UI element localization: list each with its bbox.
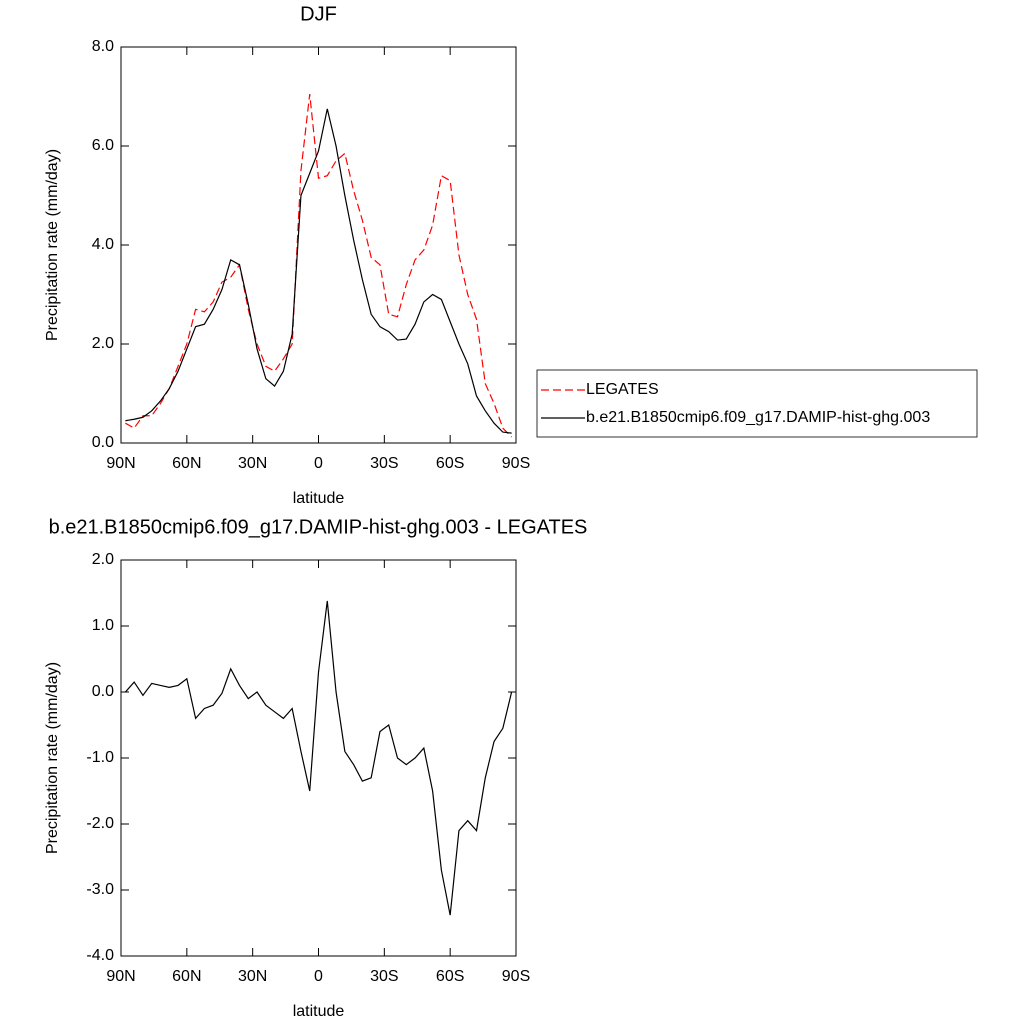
x-tick-label: 30N bbox=[238, 455, 267, 472]
x-tick-label: 90S bbox=[502, 968, 530, 985]
y-tick-label: -3.0 bbox=[86, 881, 114, 898]
y-tick-label: -4.0 bbox=[86, 947, 114, 964]
x-tick-label: 60S bbox=[436, 455, 464, 472]
legend-box bbox=[536, 369, 978, 438]
y-tick-label: 2.0 bbox=[92, 335, 114, 352]
x-tick-label: 30S bbox=[370, 455, 398, 472]
x-tick-label: 30N bbox=[238, 968, 267, 985]
data-line bbox=[125, 93, 513, 438]
y-tick-label: 0.0 bbox=[92, 434, 114, 451]
x-axis-label: latitude bbox=[293, 490, 345, 507]
data-line bbox=[124, 600, 513, 916]
x-tick-label: 60S bbox=[436, 968, 464, 985]
chart-title: b.e21.B1850cmip6.f09_g17.DAMIP-hist-ghg.… bbox=[49, 516, 588, 538]
data-line bbox=[125, 108, 512, 434]
legend-label: b.e21.B1850cmip6.f09_g17.DAMIP-hist-ghg.… bbox=[586, 409, 930, 426]
x-tick-label: 60N bbox=[172, 968, 201, 985]
x-tick-label: 90S bbox=[502, 455, 530, 472]
y-tick-label: 0.0 bbox=[92, 683, 114, 700]
y-tick-label: -1.0 bbox=[86, 749, 114, 766]
chart-title: DJF bbox=[300, 3, 337, 25]
y-tick-label: 8.0 bbox=[92, 38, 114, 55]
plot-frame bbox=[120, 559, 517, 957]
x-tick-label: 0 bbox=[314, 455, 323, 472]
legend-label: LEGATES bbox=[586, 381, 659, 398]
y-tick-label: -2.0 bbox=[86, 815, 114, 832]
y-tick-label: 6.0 bbox=[92, 137, 114, 154]
y-tick-label: 2.0 bbox=[92, 551, 114, 568]
x-tick-label: 0 bbox=[314, 968, 323, 985]
y-tick-label: 4.0 bbox=[92, 236, 114, 253]
x-tick-label: 90N bbox=[106, 455, 135, 472]
x-tick-label: 30S bbox=[370, 968, 398, 985]
x-tick-label: 60N bbox=[172, 455, 201, 472]
plot-frame bbox=[120, 46, 517, 444]
x-axis-label: latitude bbox=[293, 1003, 345, 1020]
y-tick-label: 1.0 bbox=[92, 617, 114, 634]
y-axis-label: Precipitation rate (mm/day) bbox=[44, 149, 61, 341]
y-axis-label: Precipitation rate (mm/day) bbox=[44, 662, 61, 854]
x-tick-label: 90N bbox=[106, 968, 135, 985]
